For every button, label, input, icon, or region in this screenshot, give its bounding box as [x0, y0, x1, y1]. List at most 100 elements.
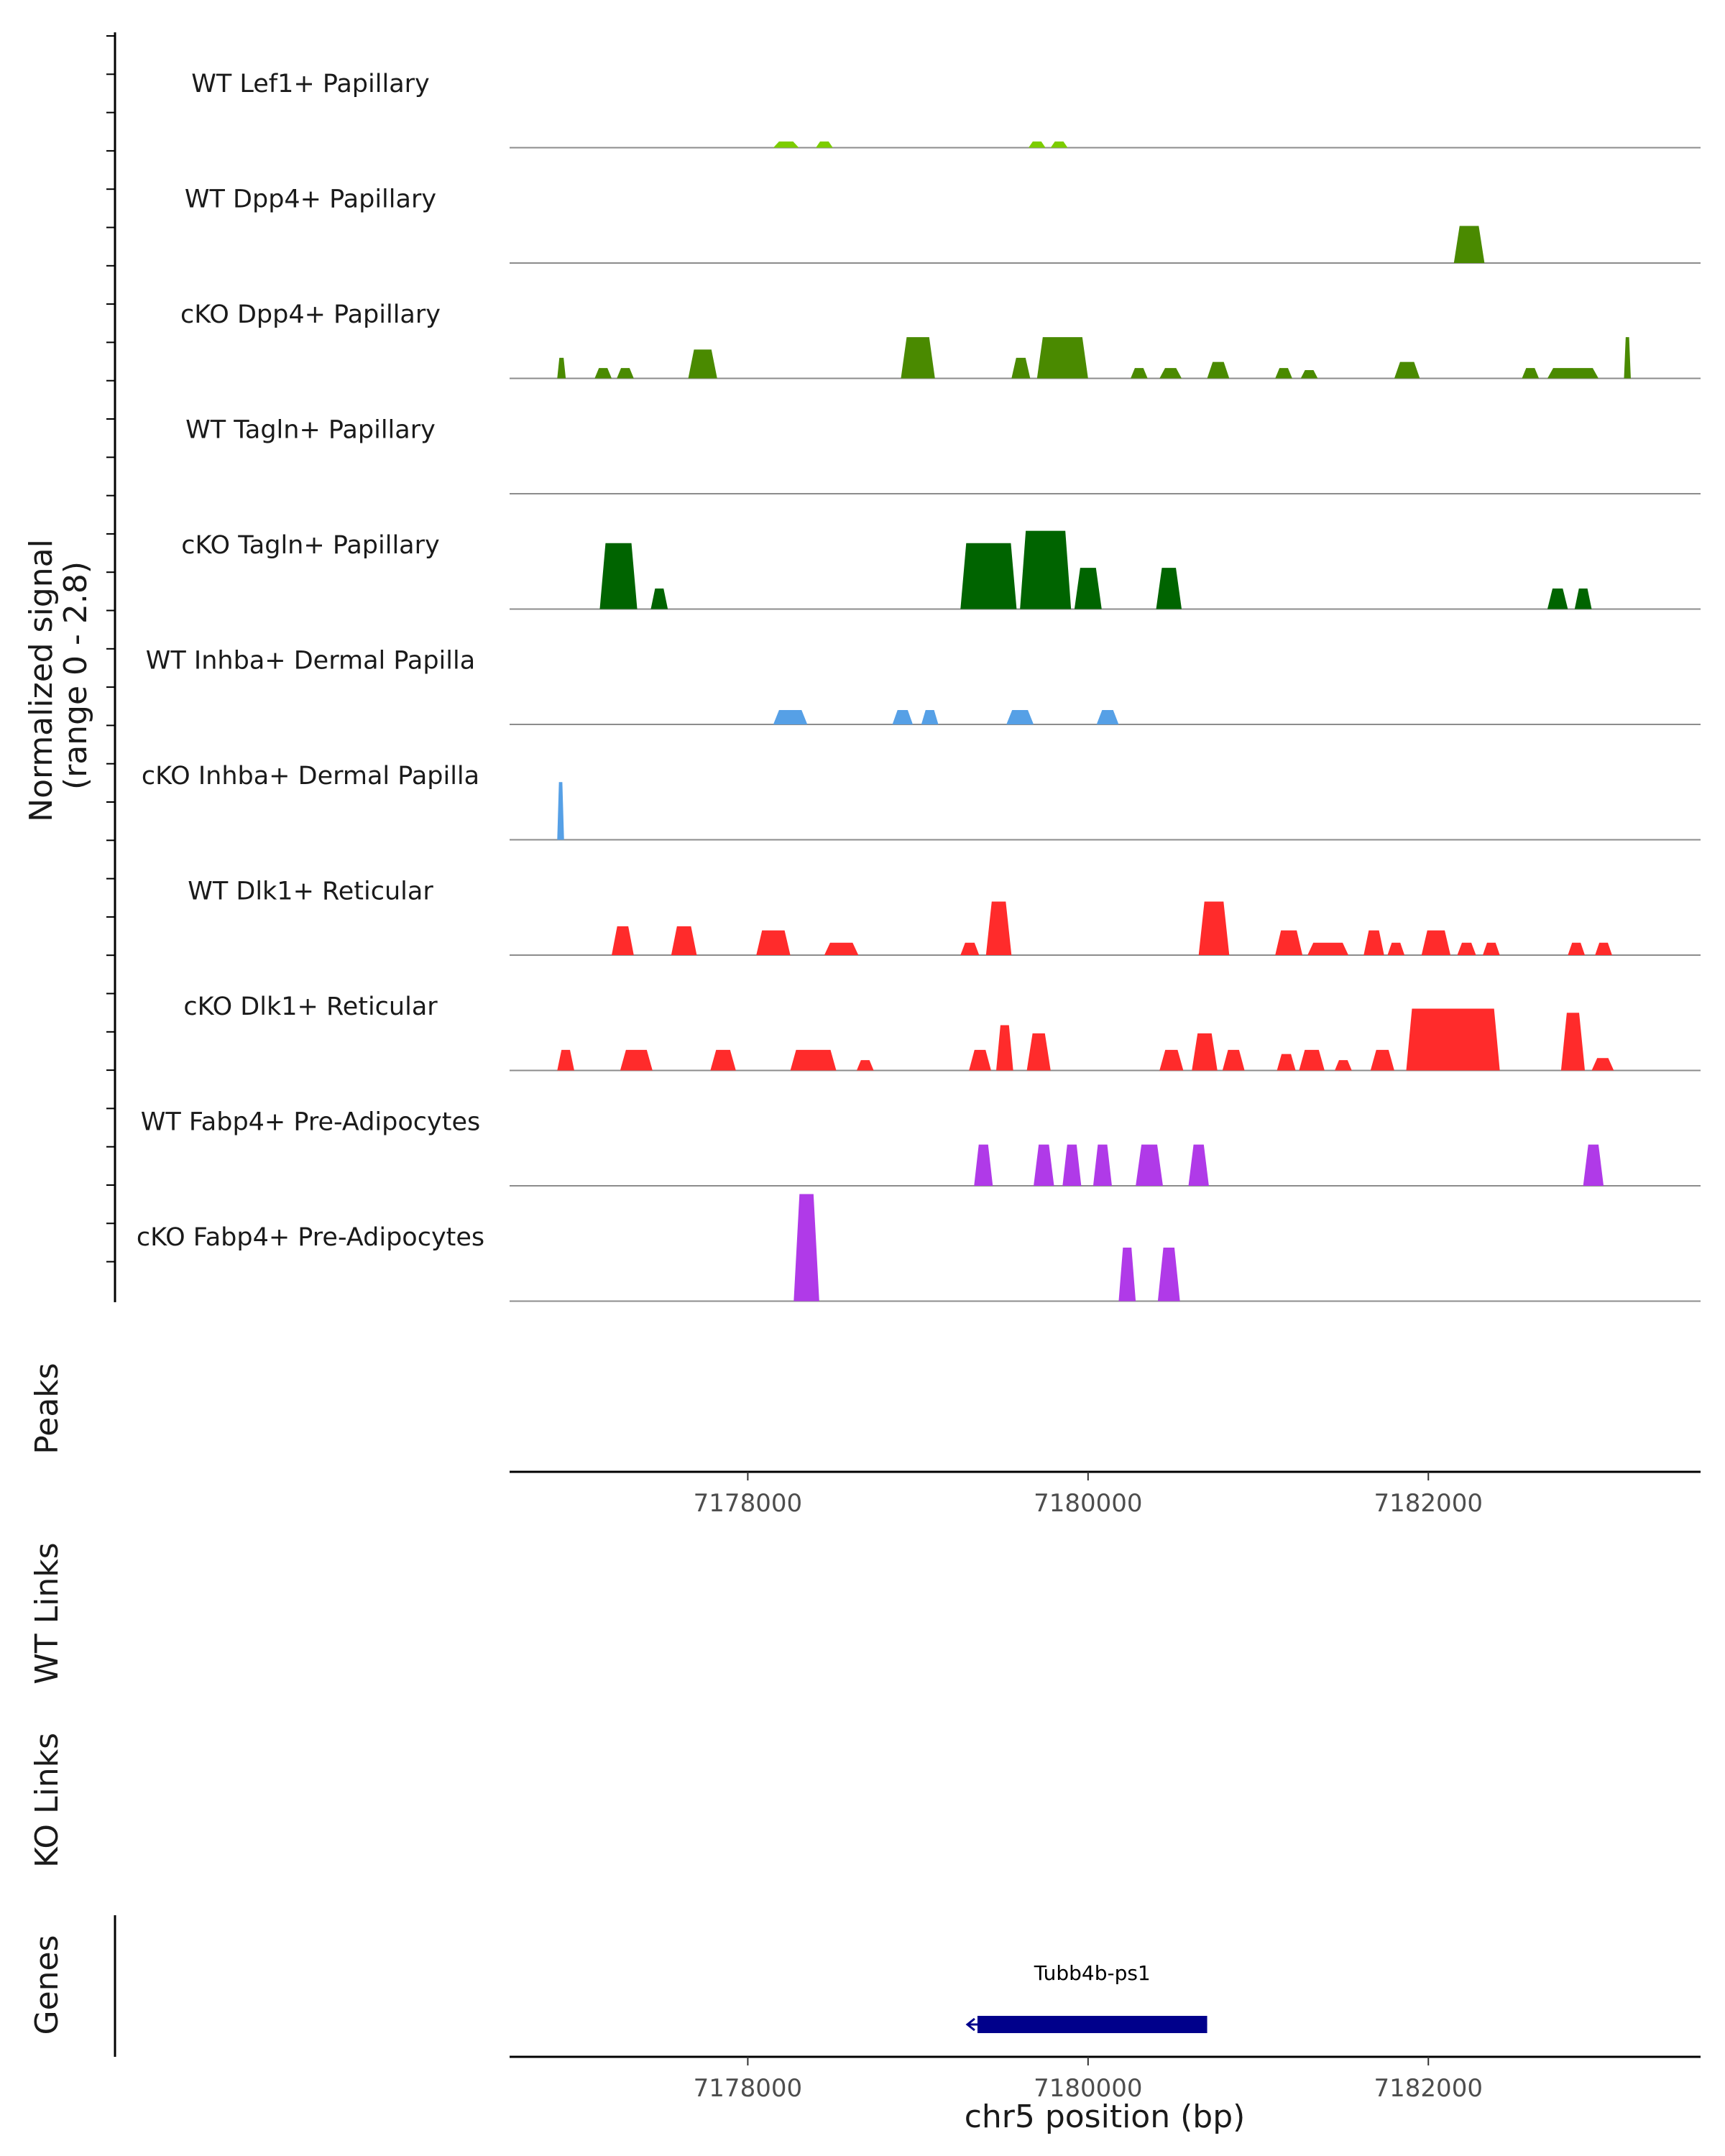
coverage-peak [756, 930, 791, 955]
coverage-track-label: cKO Tagln+ Papillary [181, 531, 440, 560]
coverage-track: cKO Dpp4+ Papillary [180, 300, 1701, 379]
coverage-peak [1136, 1144, 1163, 1186]
coverage-peak [1483, 942, 1500, 955]
coverage-tracks: WT Lef1+ Papillary WT Dpp4+ Papillary cKO … [137, 70, 1701, 1302]
coverage-peak [969, 1049, 991, 1071]
coverage-peak [1453, 226, 1485, 263]
coverage-peak [1370, 1049, 1394, 1071]
coverage-peak [1157, 1247, 1180, 1302]
coverage-peak [1159, 1049, 1184, 1071]
coverage-peak [1560, 1013, 1586, 1071]
coverage-peak [612, 926, 634, 955]
genes-panel: Genes Tubb4b-ps1 [29, 1915, 1208, 2057]
coverage-peak [1457, 942, 1476, 955]
coverage-peak [974, 1144, 993, 1186]
coverage-y-label-line-2: (range 0 - 2.8) [58, 561, 94, 790]
x-tick-label: 7180000 [1034, 1489, 1142, 1518]
gene-name-label: Tubb4b-ps1 [1034, 1961, 1151, 1985]
coverage-track-label: cKO Fabp4+ Pre-Adipocytes [137, 1223, 484, 1252]
peaks-track-label: Peaks [29, 1363, 65, 1454]
coverage-peak [1591, 1058, 1614, 1071]
coverage-peak [688, 349, 717, 379]
coverage-peak [1299, 1049, 1325, 1071]
coverage-peak [1624, 337, 1631, 379]
coverage-peak [1036, 337, 1088, 379]
coverage-track: WT Fabp4+ Pre-Adipocytes [141, 1108, 1701, 1187]
coverage-peak [1421, 930, 1451, 955]
coverage-peak [794, 1194, 819, 1302]
coverage-peak [1156, 568, 1182, 609]
coverage-track: cKO Dlk1+ Reticular [183, 992, 1701, 1072]
coverage-peak [901, 337, 935, 379]
coverage-peak [1275, 930, 1303, 955]
coverage-peak [1050, 141, 1068, 148]
ko-links-track-label: KO Links [29, 1733, 65, 1868]
x-axis-title: chr5 position (bp) [965, 2099, 1246, 2135]
coverage-peak [557, 1049, 574, 1071]
coverage-peak [892, 709, 914, 724]
coverage-track: cKO Inhba+ Dermal Papilla [142, 762, 1701, 841]
coverage-peak [1275, 368, 1292, 379]
coverage-track: cKO Fabp4+ Pre-Adipocytes [137, 1194, 1701, 1302]
genes-track-label: Genes [29, 1935, 65, 2035]
coverage-peak [710, 1049, 736, 1071]
coverage-peak [1222, 1049, 1245, 1071]
coverage-peak [996, 1025, 1013, 1071]
coverage-peak [1026, 1033, 1051, 1071]
x-tick-label: 7182000 [1374, 1489, 1483, 1518]
wt-links-track-label: WT Links [29, 1542, 65, 1684]
coverage-peak [1276, 1054, 1296, 1071]
coverage-track: WT Lef1+ Papillary [191, 70, 1701, 149]
coverage-peak [557, 782, 564, 840]
coverage-peak [557, 357, 566, 379]
coverage-track-label: cKO Dpp4+ Papillary [180, 300, 441, 329]
coverage-peak [773, 709, 808, 724]
coverage-peak [1547, 368, 1598, 379]
coverage-peak [1020, 530, 1072, 609]
x-tick-label: 7178000 [694, 2074, 802, 2103]
coverage-track-label: WT Lef1+ Papillary [191, 70, 430, 98]
coverage-peak [985, 901, 1012, 955]
coverage-peak [1583, 1144, 1604, 1186]
coverage-track-label: cKO Dlk1+ Reticular [183, 992, 438, 1021]
coverage-track: WT Dpp4+ Papillary [185, 185, 1701, 264]
coverage-track-label: WT Dpp4+ Papillary [185, 185, 436, 214]
coverage-peak [1547, 588, 1568, 609]
coverage-peak [1096, 709, 1119, 724]
coverage-peak [1363, 930, 1384, 955]
coverage-y-ticks [106, 35, 115, 1263]
coverage-peak [960, 543, 1017, 609]
coverage-peak [1006, 709, 1034, 724]
coverage-peak [620, 1049, 653, 1071]
x-tick-label: 7182000 [1374, 2074, 1483, 2103]
coverage-peak [1188, 1144, 1209, 1186]
coverage-peak [671, 926, 697, 955]
x-axis-bottom: 7178000 7180000 7182000 [510, 2055, 1701, 2103]
coverage-peak [1092, 1144, 1112, 1186]
coverage-peak [1062, 1144, 1082, 1186]
coverage-track: WT Inhba+ Dermal Papilla [146, 647, 1701, 725]
coverage-peak [650, 588, 668, 609]
coverage-peak [1568, 942, 1586, 955]
coverage-peak [1574, 588, 1592, 609]
coverage-peak [921, 709, 939, 724]
coverage-peak [1335, 1060, 1352, 1071]
x-axis-top: 7178000 7180000 7182000 [510, 1470, 1701, 1518]
coverage-peak [1028, 141, 1046, 148]
coverage-peak [1207, 361, 1230, 379]
coverage-peak [960, 942, 980, 955]
coverage-peak [1387, 942, 1405, 955]
coverage-peak [816, 141, 833, 148]
coverage-peak [1118, 1247, 1136, 1302]
coverage-peak [1595, 942, 1612, 955]
coverage-peak [1300, 370, 1318, 379]
gene-strand-arrow [965, 2017, 975, 2032]
gene-models: Tubb4b-ps1 [965, 1961, 1208, 2033]
coverage-peak [824, 942, 859, 955]
coverage-track-label: WT Tagln+ Papillary [185, 416, 436, 445]
coverage-peak [856, 1060, 874, 1071]
coverage-y-label-line-1: Normalized signal [23, 539, 60, 822]
coverage-peak [1034, 1144, 1054, 1186]
x-tick-label: 7180000 [1034, 2074, 1142, 2103]
